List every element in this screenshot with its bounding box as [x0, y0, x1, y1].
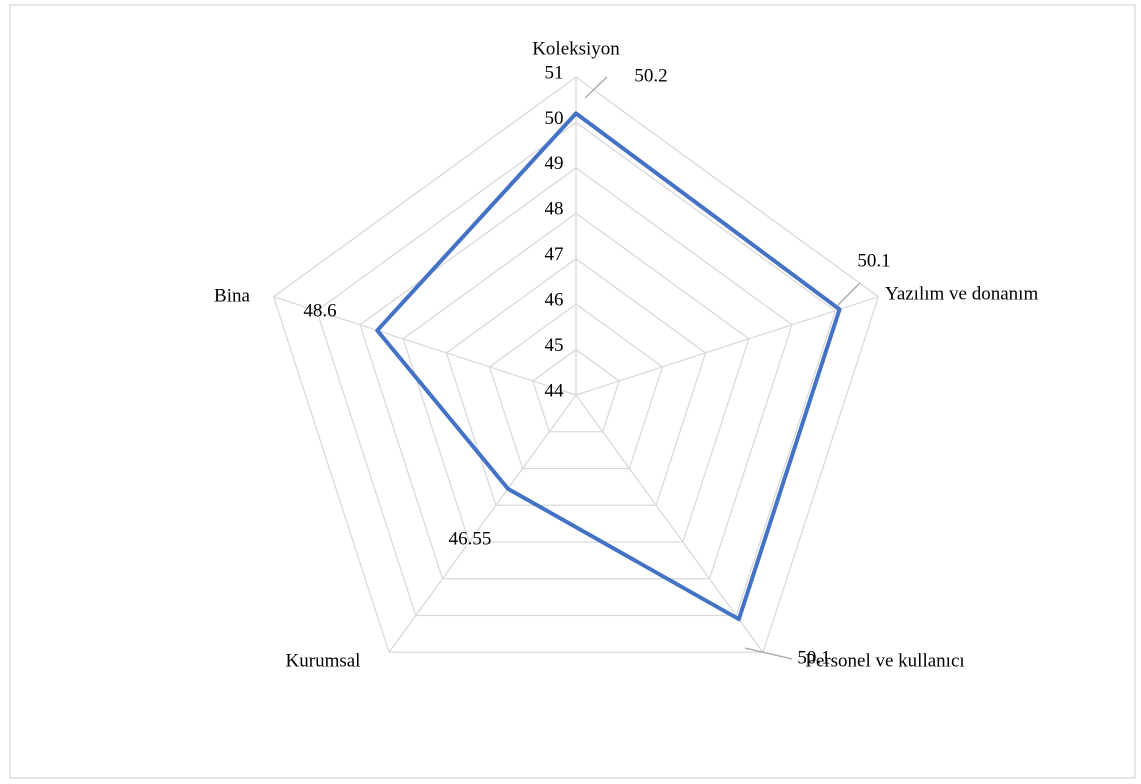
category-label: Kurumsal [286, 650, 361, 671]
grid-ring [488, 303, 664, 470]
spoke [575, 394, 764, 653]
category-label: Personel ve kullanıcı [805, 650, 964, 671]
r-tick-label: 46 [545, 290, 564, 311]
grid-ring [272, 76, 880, 653]
grid-ring [359, 167, 793, 580]
series-line [375, 111, 842, 622]
leader-line [837, 282, 861, 306]
r-tick-label: 47 [545, 244, 564, 265]
grid-ring [445, 257, 707, 506]
r-tick-label: 48 [545, 199, 564, 220]
grid-ring [532, 348, 620, 433]
category-label: Koleksiyon [532, 38, 620, 59]
category-label: Yazılım ve donanım [885, 283, 1038, 304]
r-tick-label: 50 [545, 108, 564, 129]
category-label: Bina [214, 285, 250, 306]
chart-frame [9, 4, 1136, 779]
spoke [388, 394, 577, 653]
value-label: 48.6 [303, 300, 336, 321]
value-label: 46.55 [449, 528, 492, 549]
value-label: 50.1 [797, 647, 830, 668]
r-tick-label: 44 [545, 380, 565, 401]
r-tick-label: 51 [545, 62, 564, 83]
grid-ring [316, 121, 836, 617]
grid-ring [402, 212, 750, 543]
leader-line [744, 647, 793, 660]
spoke [575, 296, 879, 396]
value-label: 50.1 [857, 250, 890, 271]
r-tick-label: 49 [545, 153, 564, 174]
value-label: 50.2 [634, 65, 667, 86]
spoke [273, 296, 577, 396]
leader-line [584, 76, 608, 99]
r-tick-label: 45 [545, 335, 564, 356]
